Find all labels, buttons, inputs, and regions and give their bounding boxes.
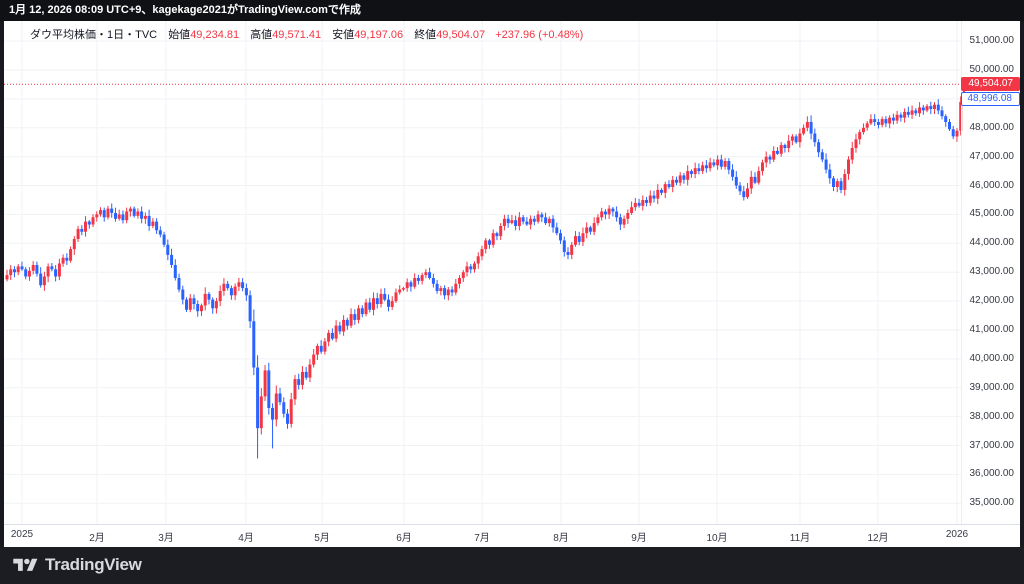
change-value: +237.96 (+0.48%) bbox=[495, 29, 584, 41]
price-tick-label: 40,000.00 bbox=[969, 352, 1015, 364]
price-tick-label: 35,000.00 bbox=[969, 497, 1015, 509]
price-tick-label: 38,000.00 bbox=[969, 410, 1015, 422]
price-tick-label: 48,000.00 bbox=[969, 121, 1015, 133]
time-tick-label: 10月 bbox=[706, 533, 728, 544]
time-tick-label: 2月 bbox=[89, 533, 105, 544]
time-tick-label: 3月 bbox=[158, 533, 174, 544]
time-tick-label: 4月 bbox=[238, 533, 254, 544]
price-tick-label: 39,000.00 bbox=[969, 381, 1015, 393]
chart-panel: ダウ平均株価・1日・TVC 始値49,234.81 高値49,571.41 安値… bbox=[4, 21, 1020, 547]
attribution-text: 1月 12, 2026 08:09 UTC+9、kagekage2021がTra… bbox=[9, 4, 361, 16]
price-tick-label: 50,000.00 bbox=[969, 64, 1015, 75]
tradingview-logo[interactable]: TradingView bbox=[13, 555, 142, 575]
time-tick-label: 6月 bbox=[396, 533, 412, 544]
price-tick-label: 36,000.00 bbox=[969, 468, 1015, 480]
price-tick-label: 37,000.00 bbox=[969, 439, 1015, 451]
time-tick-label: 8月 bbox=[553, 533, 569, 544]
close-value: 49,504.07 bbox=[436, 29, 486, 41]
low-label: 安値 bbox=[332, 29, 355, 41]
footer-bar: TradingView bbox=[0, 546, 1024, 584]
candlestick-chart[interactable] bbox=[4, 21, 1020, 524]
time-tick-label: 2025 bbox=[10, 529, 34, 540]
symbol-title: ダウ平均株価・1日・TVC bbox=[30, 29, 158, 41]
time-tick-label: 12月 bbox=[867, 533, 889, 544]
price-tick-label: 41,000.00 bbox=[969, 324, 1015, 335]
candles bbox=[5, 82, 965, 459]
time-tick-label: 2026 bbox=[945, 529, 969, 540]
last-price-badge: 49,504.07 bbox=[961, 77, 1020, 92]
symbol-legend[interactable]: ダウ平均株価・1日・TVC 始値49,234.81 高値49,571.41 安値… bbox=[30, 26, 583, 42]
price-tick-label: 43,000.00 bbox=[969, 266, 1015, 278]
time-tick-label: 7月 bbox=[474, 533, 490, 544]
price-tick-label: 47,000.00 bbox=[969, 150, 1015, 162]
high-value: 49,571.41 bbox=[272, 29, 322, 41]
time-tick-label: 11月 bbox=[789, 533, 811, 544]
attribution-bar: 1月 12, 2026 08:09 UTC+9、kagekage2021がTra… bbox=[0, 0, 1024, 21]
close-label: 終値 bbox=[414, 29, 437, 41]
price-tick-label: 42,000.00 bbox=[969, 295, 1015, 307]
high-label: 高値 bbox=[250, 29, 273, 41]
time-tick-label: 5月 bbox=[314, 533, 330, 544]
price-tick-label: 44,000.00 bbox=[969, 237, 1015, 249]
tradingview-mark-icon bbox=[13, 558, 38, 571]
time-axis[interactable]: 2025 2月 3月 4月 5月 6月 7月 8月 9月 10月 11月 12月 2026 bbox=[4, 524, 1020, 547]
brand-name: TradingView bbox=[45, 555, 142, 574]
low-value: 49,197.06 bbox=[354, 29, 404, 41]
price-tick-label: 45,000.00 bbox=[969, 208, 1015, 220]
time-tick-label: 9月 bbox=[631, 533, 647, 544]
open-value: 49,234.81 bbox=[190, 29, 240, 41]
secondary-price-badge: 48,996.08 bbox=[961, 92, 1020, 106]
price-tick-label: 46,000.00 bbox=[969, 179, 1015, 191]
open-label: 始値 bbox=[168, 29, 191, 41]
price-tick-label: 51,000.00 bbox=[969, 35, 1015, 47]
